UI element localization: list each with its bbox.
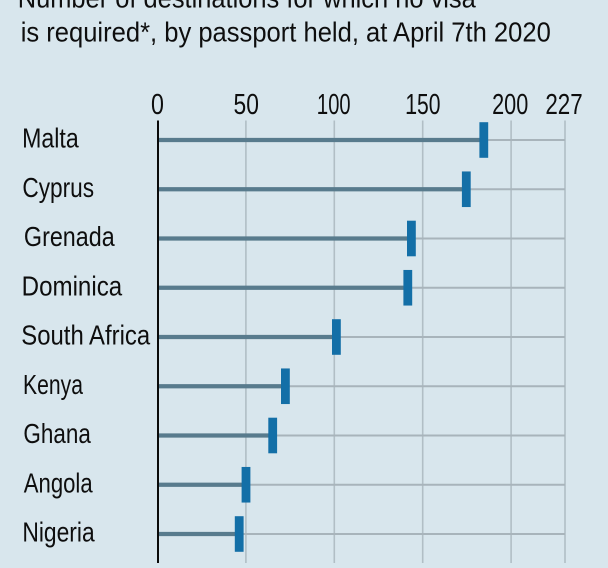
svg-text:Angola: Angola xyxy=(24,468,93,499)
svg-text:South Africa: South Africa xyxy=(21,321,150,351)
svg-text:Cyprus: Cyprus xyxy=(22,173,94,204)
svg-text:Kenya: Kenya xyxy=(23,370,83,400)
svg-text:Grenada: Grenada xyxy=(24,222,115,252)
svg-text:Malta: Malta xyxy=(22,124,79,154)
svg-text:150: 150 xyxy=(405,89,440,121)
svg-text:Number of destinations for whi: Number of destinations for which no visa xyxy=(18,0,476,14)
svg-text:200: 200 xyxy=(492,89,528,121)
svg-text:0: 0 xyxy=(151,88,164,121)
svg-text:Nigeria: Nigeria xyxy=(22,518,95,548)
svg-text:Ghana: Ghana xyxy=(23,419,91,450)
svg-text:100: 100 xyxy=(317,90,351,121)
svg-text:is required*, by passport held: is required*, by passport held, at April… xyxy=(21,17,551,48)
svg-text:Dominica: Dominica xyxy=(22,272,123,302)
svg-text:227: 227 xyxy=(545,89,582,120)
svg-text:50: 50 xyxy=(234,90,259,121)
